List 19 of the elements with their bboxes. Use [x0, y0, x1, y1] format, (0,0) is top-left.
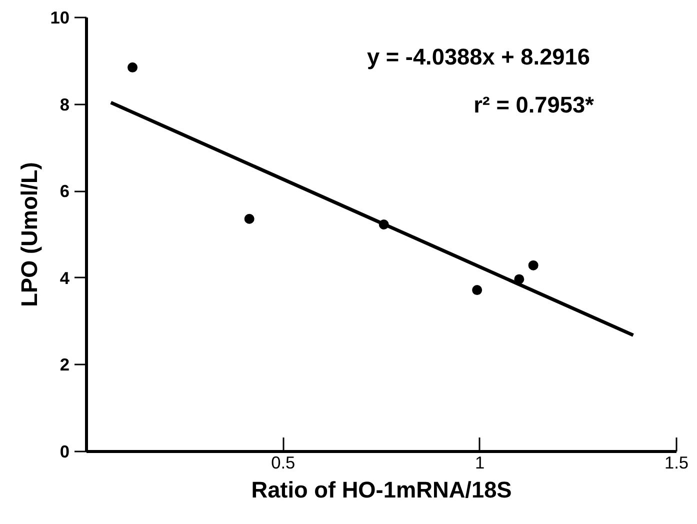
- point: [128, 62, 138, 72]
- point: [514, 274, 524, 284]
- y-tick-label: 0: [60, 442, 70, 462]
- y-axis-title: LPO (Umol/L): [16, 162, 42, 307]
- point: [472, 285, 482, 296]
- x-tick-label: 1.5: [664, 452, 689, 472]
- x-axis-title: Ratio of HO-1mRNA/18S: [251, 476, 512, 502]
- y-tick-label: 8: [60, 94, 70, 114]
- y-tick-label: 4: [60, 268, 70, 288]
- y-tick-label: 10: [50, 8, 70, 28]
- annotation: r² = 0.7953*: [474, 91, 594, 118]
- y-tick-label: 6: [60, 181, 70, 202]
- point: [528, 260, 538, 270]
- y-tick-label: 2: [60, 354, 70, 375]
- annotation: y = -4.0388x + 8.2916: [366, 44, 590, 70]
- x-tick-label: 0.5: [271, 452, 296, 472]
- point: [244, 214, 254, 224]
- point: [378, 220, 389, 230]
- x-tick-label: 1: [475, 452, 485, 472]
